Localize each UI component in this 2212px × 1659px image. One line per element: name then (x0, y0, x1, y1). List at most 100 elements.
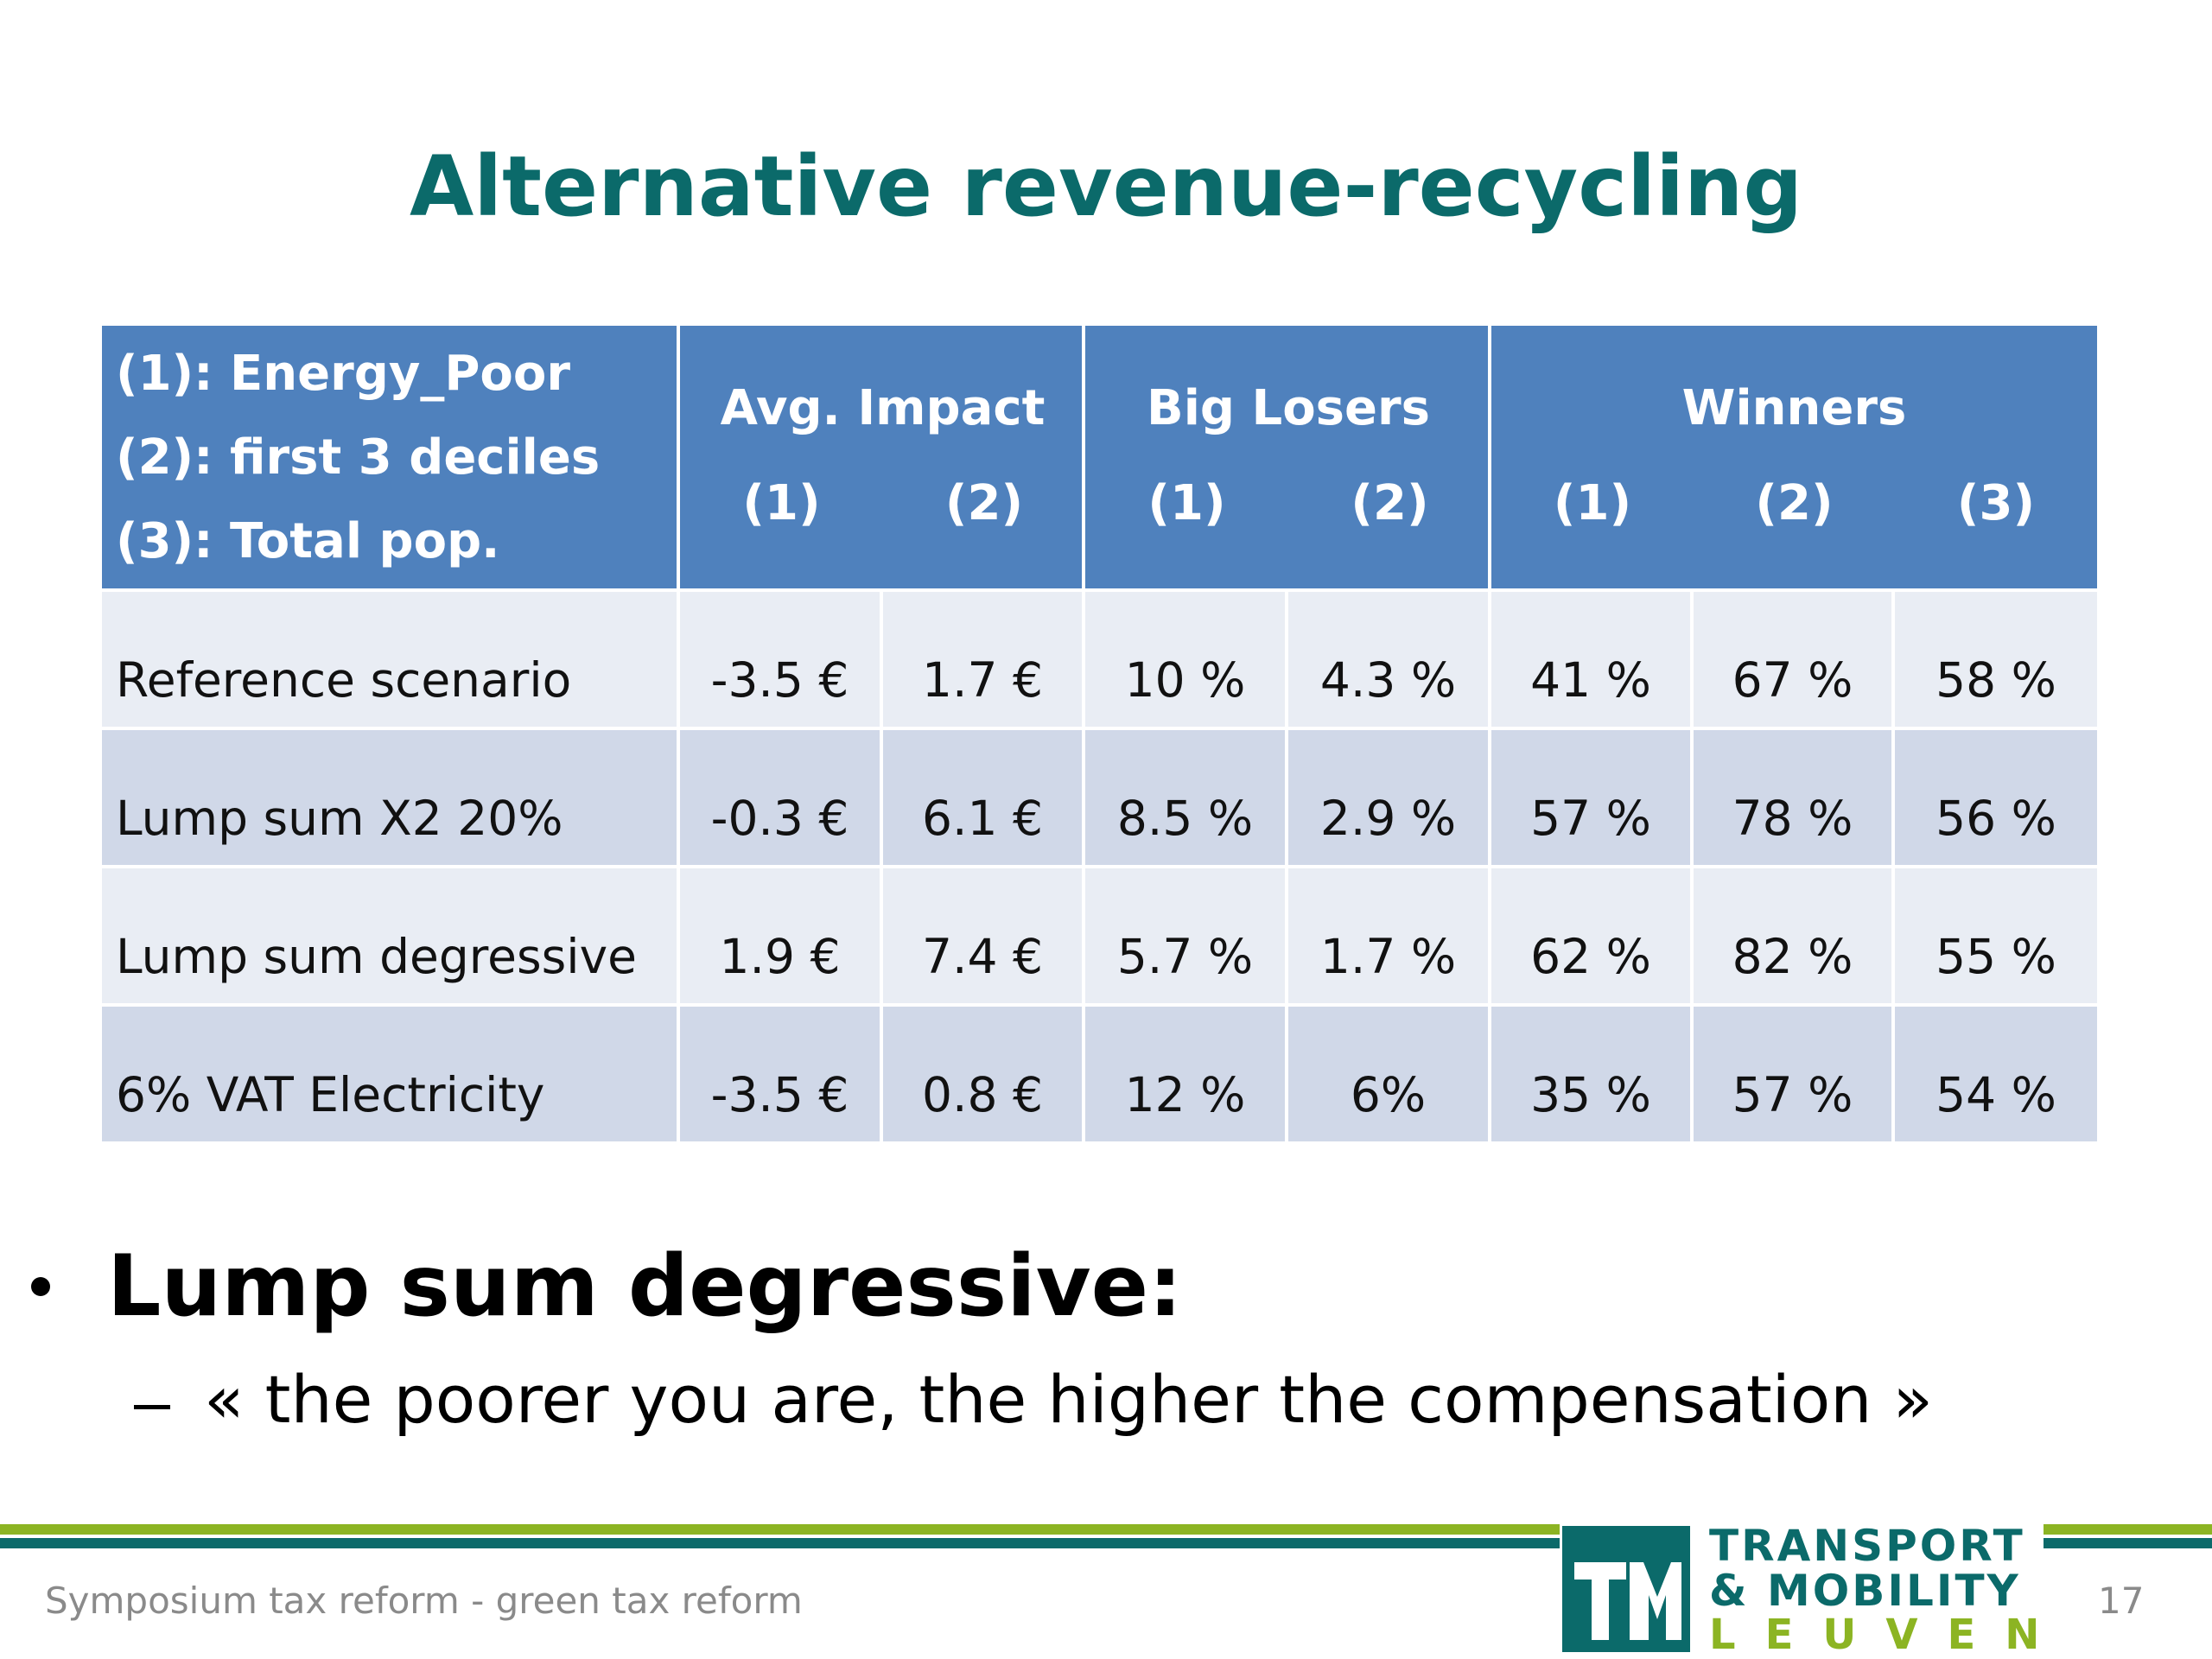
sub-header-label: (2) (1351, 474, 1429, 531)
cell-value: 58 % (1936, 652, 2056, 708)
cell-value: -0.3 € (710, 791, 849, 846)
data-cell: 54 % (1895, 1007, 2097, 1141)
data-cell: 78 % (1694, 730, 1891, 865)
bullet-text: Lump sum degressive: (107, 1237, 1183, 1336)
footer-line-teal (2044, 1538, 2212, 1548)
cell-value: 41 % (1530, 652, 1651, 708)
data-cell: 1.7 € (883, 592, 1082, 727)
sub-header: (2) (1694, 464, 1895, 542)
cell-value: 78 % (1732, 791, 1853, 846)
sub-header: (2) (883, 464, 1085, 542)
cell-value: 56 % (1936, 791, 2056, 846)
sub-header: (1) (1491, 464, 1694, 542)
row-label-cell: Reference scenario (102, 592, 677, 727)
footer-line-green (0, 1524, 1560, 1535)
data-cell: 58 % (1895, 592, 2097, 727)
data-cell: 56 % (1895, 730, 2097, 865)
data-cell: 6% (1288, 1007, 1488, 1141)
cell-value: 62 % (1530, 929, 1651, 984)
cell-value: 82 % (1732, 929, 1853, 984)
cell-value: 57 % (1530, 791, 1651, 846)
cell-value: 6% (1350, 1067, 1427, 1122)
data-cell: 4.3 % (1288, 592, 1488, 727)
slide-title: Alternative revenue-recycling (409, 138, 1803, 235)
bullet-dot (31, 1277, 50, 1296)
legend-line: (3): Total pop. (116, 512, 500, 569)
cell-value: 12 % (1124, 1067, 1246, 1122)
group-header-bg (1491, 326, 2097, 588)
logo-line: TRANSPORT (1709, 1521, 2025, 1571)
sub-bullet-dash (134, 1405, 170, 1409)
data-cell: 8.5 % (1085, 730, 1285, 865)
cell-value: 2.9 % (1319, 791, 1457, 846)
data-cell: 1.9 € (680, 868, 880, 1003)
data-cell: 41 % (1491, 592, 1690, 727)
group-header: Avg. Impact (680, 378, 1085, 438)
sub-header-label: (1) (1553, 474, 1632, 531)
group-header-bg (1085, 326, 1488, 588)
cell-value: 1.9 € (719, 929, 841, 984)
cell-value: 67 % (1732, 652, 1853, 708)
group-header-bg (680, 326, 1082, 588)
cell-value: 10 % (1124, 652, 1246, 708)
legend-line: (2): first 3 deciles (116, 429, 601, 486)
sub-header-label: (1) (742, 474, 821, 531)
data-cell: 10 % (1085, 592, 1285, 727)
row-label-cell: 6% VAT Electricity (102, 1007, 677, 1141)
group-header: Winners (1491, 378, 2097, 438)
row-label-cell: Lump sum degressive (102, 868, 677, 1003)
data-cell: 82 % (1694, 868, 1891, 1003)
cell-value: 35 % (1530, 1067, 1651, 1122)
legend-cell: (1): Energy_Poor (2): first 3 deciles (3):… (102, 326, 677, 588)
cell-value: 55 % (1936, 929, 2056, 984)
group-label: Avg. Impact (720, 379, 1046, 436)
page-number: 17 (2098, 1580, 2145, 1622)
cell-value: 1.7 € (922, 652, 1043, 708)
group-label: Winners (1681, 379, 1907, 436)
data-cell: -0.3 € (680, 730, 880, 865)
cell-value: 54 % (1936, 1067, 2056, 1122)
cell-value: 4.3 % (1319, 652, 1457, 708)
group-header: Big Losers (1085, 378, 1491, 438)
sub-bullet-text: « the poorer you are, the higher the com… (204, 1361, 1934, 1438)
cell-value: 57 % (1732, 1067, 1853, 1122)
footer-text: Symposium tax reform - green tax reform (45, 1580, 803, 1622)
data-cell: 35 % (1491, 1007, 1690, 1141)
sub-header-label: (1) (1147, 474, 1226, 531)
legend-line: (1): Energy_Poor (116, 345, 570, 402)
data-cell: 12 % (1085, 1007, 1285, 1141)
row-label: 6% VAT Electricity (116, 1067, 545, 1122)
cell-value: 0.8 € (922, 1067, 1043, 1122)
footer-line-green (2044, 1524, 2212, 1535)
cell-value: 7.4 € (922, 929, 1043, 984)
logo-mark (1562, 1526, 1690, 1652)
data-cell: 5.7 % (1085, 868, 1285, 1003)
cell-value: 1.7 % (1319, 929, 1457, 984)
cell-value: 6.1 € (922, 791, 1043, 846)
data-cell: 67 % (1694, 592, 1891, 727)
cell-value: -3.5 € (710, 652, 849, 708)
row-label: Lump sum degressive (116, 929, 637, 984)
row-label: Lump sum X2 20% (116, 791, 563, 846)
row-label-cell: Lump sum X2 20% (102, 730, 677, 865)
data-cell: 55 % (1895, 868, 2097, 1003)
data-cell: 6.1 € (883, 730, 1082, 865)
cell-value: 8.5 % (1116, 791, 1254, 846)
data-cell: 57 % (1491, 730, 1690, 865)
data-cell: 57 % (1694, 1007, 1891, 1141)
sub-header-label: (2) (1755, 474, 1834, 531)
sub-header-label: (3) (1956, 474, 2036, 531)
logo-line: LEUVEN (1709, 1611, 2069, 1659)
sub-header: (1) (1085, 464, 1288, 542)
data-cell: -3.5 € (680, 1007, 880, 1141)
data-cell: 0.8 € (883, 1007, 1082, 1141)
data-cell: 2.9 % (1288, 730, 1488, 865)
sub-header: (2) (1288, 464, 1491, 542)
group-label: Big Losers (1147, 379, 1430, 436)
sub-header: (1) (680, 464, 883, 542)
data-cell: 1.7 % (1288, 868, 1488, 1003)
cell-value: 5.7 % (1116, 929, 1254, 984)
sub-header-label: (2) (944, 474, 1024, 531)
logo-line: & MOBILITY (1709, 1566, 2021, 1616)
